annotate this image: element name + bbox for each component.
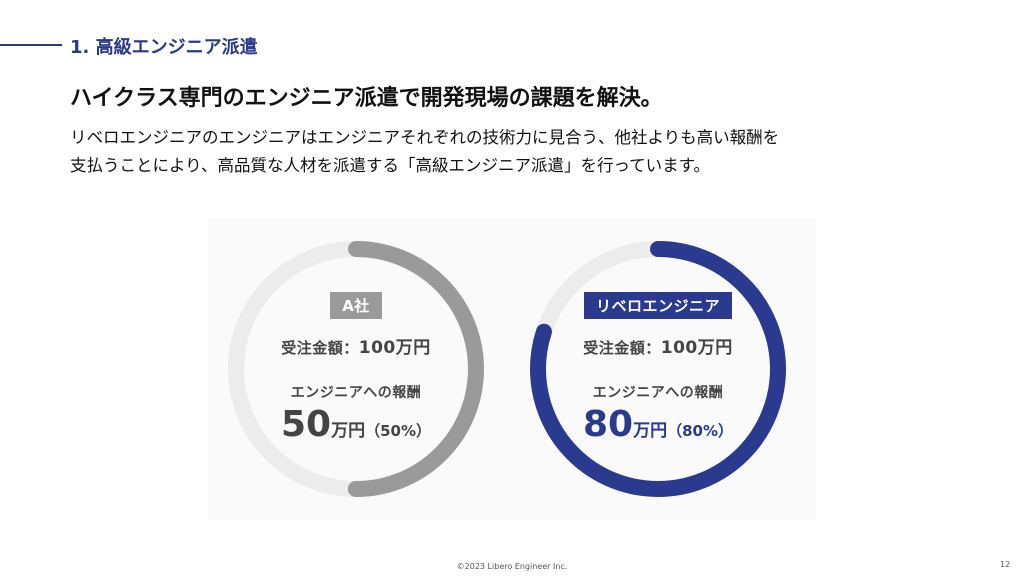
order-label-b: 受注金額： — [583, 339, 661, 357]
pay-value-b: 80 — [582, 404, 634, 445]
pay-pct-b: （80%） — [667, 422, 733, 440]
pay-pct-a: （50%） — [365, 422, 431, 440]
page-number: 12 — [1000, 560, 1011, 569]
section-accent-line — [0, 44, 62, 46]
badge-libero: リベロエンジニア — [583, 292, 732, 319]
ring-content-b: リベロエンジニア 受注金額：100万円 エンジニアへの報酬 80万円（80%） — [558, 292, 758, 445]
ring-arc-a — [228, 241, 484, 497]
order-amount-b: 受注金額：100万円 — [558, 333, 758, 358]
pay-value-a: 50 — [280, 404, 332, 445]
order-label-a: 受注金額： — [281, 339, 359, 357]
ring-arc-b — [530, 241, 786, 497]
headline: ハイクラス専門のエンジニア派遣で開発現場の課題を解決。 — [70, 86, 663, 111]
ring-canvas — [228, 241, 786, 497]
footer-copyright: ©2023 Libero Engineer Inc. — [456, 562, 568, 571]
pay-amount-b: 80万円（80%） — [558, 404, 758, 445]
order-amount-a: 受注金額：100万円 — [256, 333, 456, 358]
section-title: 1. 高級エンジニア派遣 — [70, 37, 258, 58]
ring-content-a: A社 受注金額：100万円 エンジニアへの報酬 50万円（50%） — [256, 292, 456, 445]
pay-amount-a: 50万円（50%） — [256, 404, 456, 445]
badge-company-a: A社 — [330, 292, 382, 319]
comparison-panel: A社 受注金額：100万円 エンジニアへの報酬 50万円（50%） リベロエンジ… — [208, 218, 816, 520]
order-value-b: 100万円 — [660, 338, 733, 358]
body-line-1: リベロエンジニアのエンジニアはエンジニアそれぞれの技術力に見合う、他社よりも高い… — [70, 128, 780, 147]
body-text: リベロエンジニアのエンジニアはエンジニアそれぞれの技術力に見合う、他社よりも高い… — [70, 124, 970, 180]
pay-unit-a: 万円 — [331, 421, 366, 441]
pay-unit-b: 万円 — [633, 421, 668, 441]
pay-label-b: エンジニアへの報酬 — [592, 385, 724, 401]
order-value-a: 100万円 — [358, 338, 431, 358]
pay-label-a: エンジニアへの報酬 — [290, 385, 422, 401]
body-line-2: 支払うことにより、高品質な人材を派遣する「高級エンジニア派遣」を行っています。 — [70, 156, 711, 175]
